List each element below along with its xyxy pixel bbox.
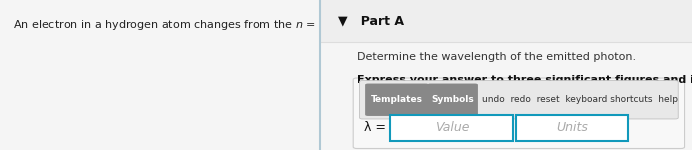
FancyBboxPatch shape (360, 81, 678, 119)
Text: Templates: Templates (371, 95, 423, 104)
FancyBboxPatch shape (516, 115, 628, 141)
Text: undo  redo  reset  keyboard shortcuts  help: undo redo reset keyboard shortcuts help (482, 95, 678, 104)
Text: Value: Value (435, 121, 469, 134)
Text: Express your answer to three significant figures and include the appropriate ur: Express your answer to three significant… (357, 75, 692, 85)
Text: Determine the wavelength of the emitted photon.: Determine the wavelength of the emitted … (357, 52, 636, 63)
FancyBboxPatch shape (353, 78, 684, 148)
FancyBboxPatch shape (427, 84, 478, 116)
FancyBboxPatch shape (390, 115, 513, 141)
Text: Symbols: Symbols (431, 95, 474, 104)
Text: λ =: λ = (365, 121, 386, 134)
Text: Units: Units (556, 121, 588, 134)
Text: An electron in a hydrogen atom changes from the $n$ = 7 to the $n$ = 2 state.: An electron in a hydrogen atom changes f… (12, 18, 432, 32)
Text: ▼   Part A: ▼ Part A (338, 15, 404, 27)
FancyBboxPatch shape (365, 84, 429, 116)
FancyBboxPatch shape (320, 0, 692, 42)
